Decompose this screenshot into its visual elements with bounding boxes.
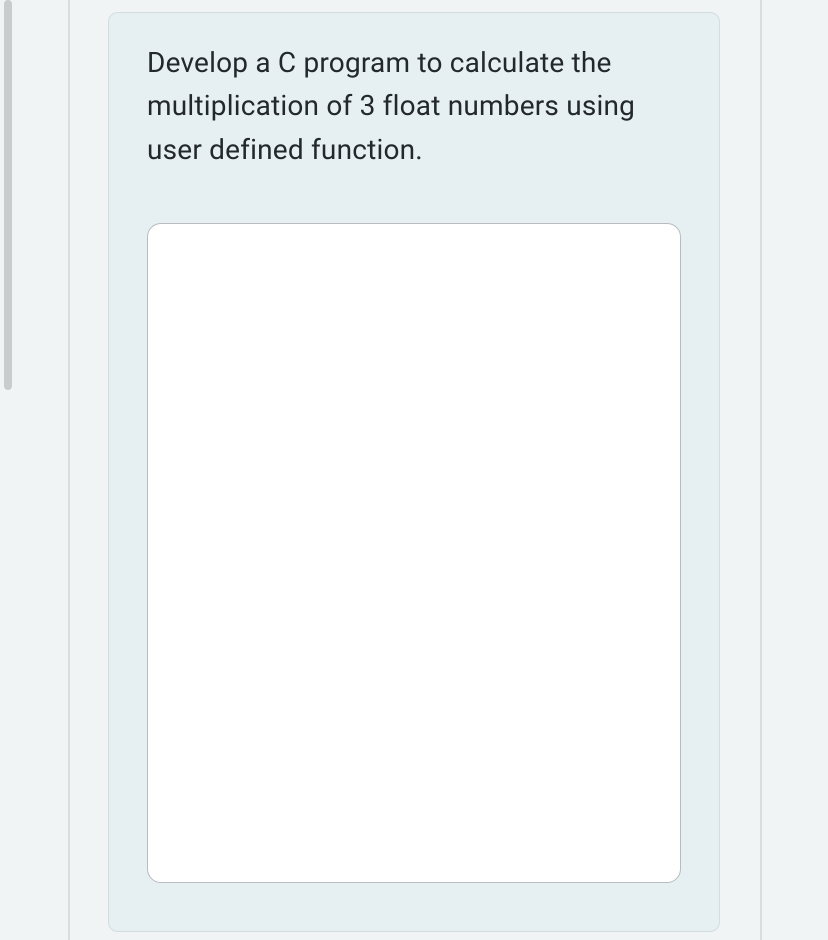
page-container: Develop a C program to calculate the mul… <box>0 0 828 940</box>
question-card: Develop a C program to calculate the mul… <box>108 12 720 932</box>
answer-input-box[interactable] <box>147 223 681 883</box>
question-text: Develop a C program to calculate the mul… <box>147 41 681 171</box>
scrollbar-thumb[interactable] <box>4 0 12 390</box>
right-panel-border <box>760 0 762 940</box>
left-panel-border <box>68 0 70 940</box>
